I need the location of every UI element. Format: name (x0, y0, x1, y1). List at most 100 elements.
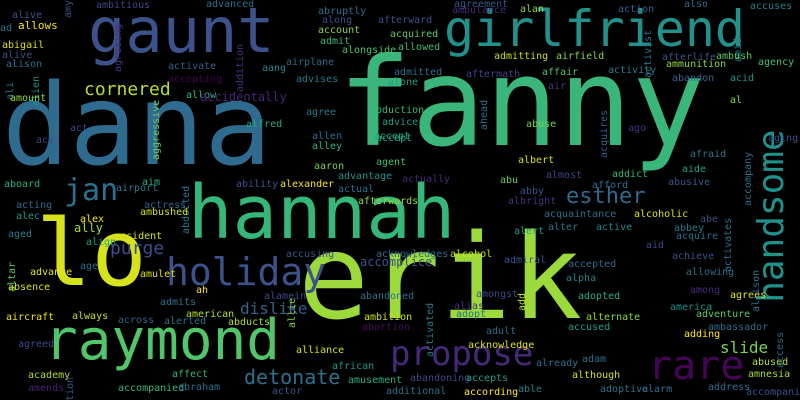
cloud-word: abby (520, 186, 545, 197)
cloud-word: purge (110, 238, 165, 259)
cloud-word: align (86, 237, 117, 248)
cloud-word: aang (262, 63, 287, 74)
cloud-word: alive (2, 50, 33, 61)
cloud-word: ace (36, 135, 55, 146)
cloud-word: account (318, 25, 361, 36)
cloud-word: academy (28, 370, 71, 381)
cloud-word: accept (376, 133, 413, 144)
cloud-word: fanny (338, 32, 706, 174)
cloud-word: accepting (168, 74, 223, 85)
cloud-word: aim (142, 177, 161, 188)
cloud-word: alerted (164, 316, 207, 327)
cloud-word: activist (643, 29, 654, 78)
cloud-word: ambitious (96, 0, 151, 11)
cloud-word: al (730, 95, 743, 106)
cloud-word: rare (648, 343, 745, 389)
cloud-word: america (670, 302, 713, 313)
cloud-word: amount (10, 93, 47, 104)
cloud-word: abandon (672, 73, 715, 84)
cloud-word: although (572, 370, 621, 381)
cloud-word: alliance (296, 345, 345, 356)
cloud-word: already (536, 358, 579, 369)
cloud-word: abigail (2, 40, 45, 51)
cloud-word: admitted (394, 67, 443, 78)
cloud-word: advance (30, 267, 73, 278)
cloud-word: acting (16, 200, 53, 211)
cloud-word: allowed (398, 42, 441, 53)
cloud-word: agent (376, 157, 407, 168)
cloud-word: albert (518, 155, 555, 166)
cloud-word: additional (386, 386, 447, 397)
cloud-word: alley (312, 141, 343, 152)
cloud-word: abandoned (360, 291, 415, 302)
cloud-word: erik (298, 208, 583, 346)
cloud-word: adding (684, 329, 721, 340)
cloud-word: actual (338, 184, 375, 195)
cloud-word: also (684, 0, 709, 10)
cloud-word: accidentally (200, 90, 287, 104)
cloud-word: ahead (479, 99, 490, 130)
cloud-word: aircraft (6, 312, 55, 323)
cloud-word: admit (320, 36, 351, 47)
cloud-word: amulet (140, 269, 177, 280)
cloud-word: affair (542, 67, 579, 78)
cloud-word: accompanied (118, 383, 185, 394)
cloud-word: accept (374, 131, 411, 142)
cloud-word: aged (8, 229, 33, 240)
cloud-word: ambushed (140, 207, 189, 218)
cloud-word: afford (592, 180, 629, 191)
cloud-word: always (72, 311, 109, 322)
cloud-word: activated (425, 302, 436, 357)
cloud-word: among (690, 285, 721, 296)
cloud-word: allows (18, 19, 58, 32)
cloud-word: girlfriend (444, 0, 746, 58)
cloud-word: adventure (696, 309, 751, 320)
cloud-word: cornered (84, 79, 171, 100)
cloud-word: acquire (676, 231, 719, 242)
cloud-word: admitting (494, 51, 549, 62)
cloud-word: abruptly (318, 6, 367, 17)
cloud-word: add (517, 292, 528, 311)
cloud-word: alive (12, 10, 43, 21)
cloud-word: adopt (456, 309, 487, 320)
cloud-word: allow (186, 90, 217, 101)
cloud-word: abandoning (410, 373, 471, 384)
cloud-word: aggressive (151, 99, 162, 160)
cloud-word: acquires (599, 109, 610, 158)
cloud-word: admits (160, 297, 197, 308)
cloud-word: advantage (338, 171, 393, 182)
cloud-word: accomplice (360, 255, 433, 269)
cloud-word: alex (80, 214, 105, 225)
cloud-word: airplane (286, 57, 335, 68)
cloud-word: abraham (178, 382, 221, 393)
cloud-word: amnesia (748, 369, 791, 380)
cloud-word: american (186, 309, 235, 320)
cloud-word: slide (720, 338, 769, 357)
cloud-word: abu (500, 175, 519, 186)
cloud-word: activate (168, 61, 217, 72)
cloud-word: dislike (240, 299, 308, 318)
cloud-word: acknowledges (376, 249, 449, 260)
cloud-word: propose (390, 334, 534, 374)
cloud-word: air (548, 81, 567, 92)
cloud-word: esther (566, 184, 646, 209)
cloud-word: amongst (476, 289, 519, 300)
cloud-word: access (775, 331, 786, 368)
cloud-word: ambulance (452, 5, 507, 16)
cloud-word: adoptive (600, 384, 649, 395)
cloud-word: agreeing (113, 23, 124, 72)
cloud-word: ad (0, 23, 13, 34)
cloud-word: admiral (504, 255, 547, 266)
cloud-word: alongside (342, 45, 397, 56)
cloud-word: action (618, 4, 655, 15)
cloud-word: alter (548, 222, 579, 233)
cloud-word: addict (612, 169, 649, 180)
cloud-word: adult (486, 326, 517, 337)
cloud-word: abe (700, 214, 719, 225)
cloud-word: alcohol (450, 249, 493, 260)
cloud-word: accident (114, 231, 163, 242)
cloud-word: lo (36, 200, 147, 307)
cloud-word: abduction (370, 105, 425, 116)
cloud-word: aide (682, 164, 707, 175)
cloud-word: jan (64, 173, 119, 208)
